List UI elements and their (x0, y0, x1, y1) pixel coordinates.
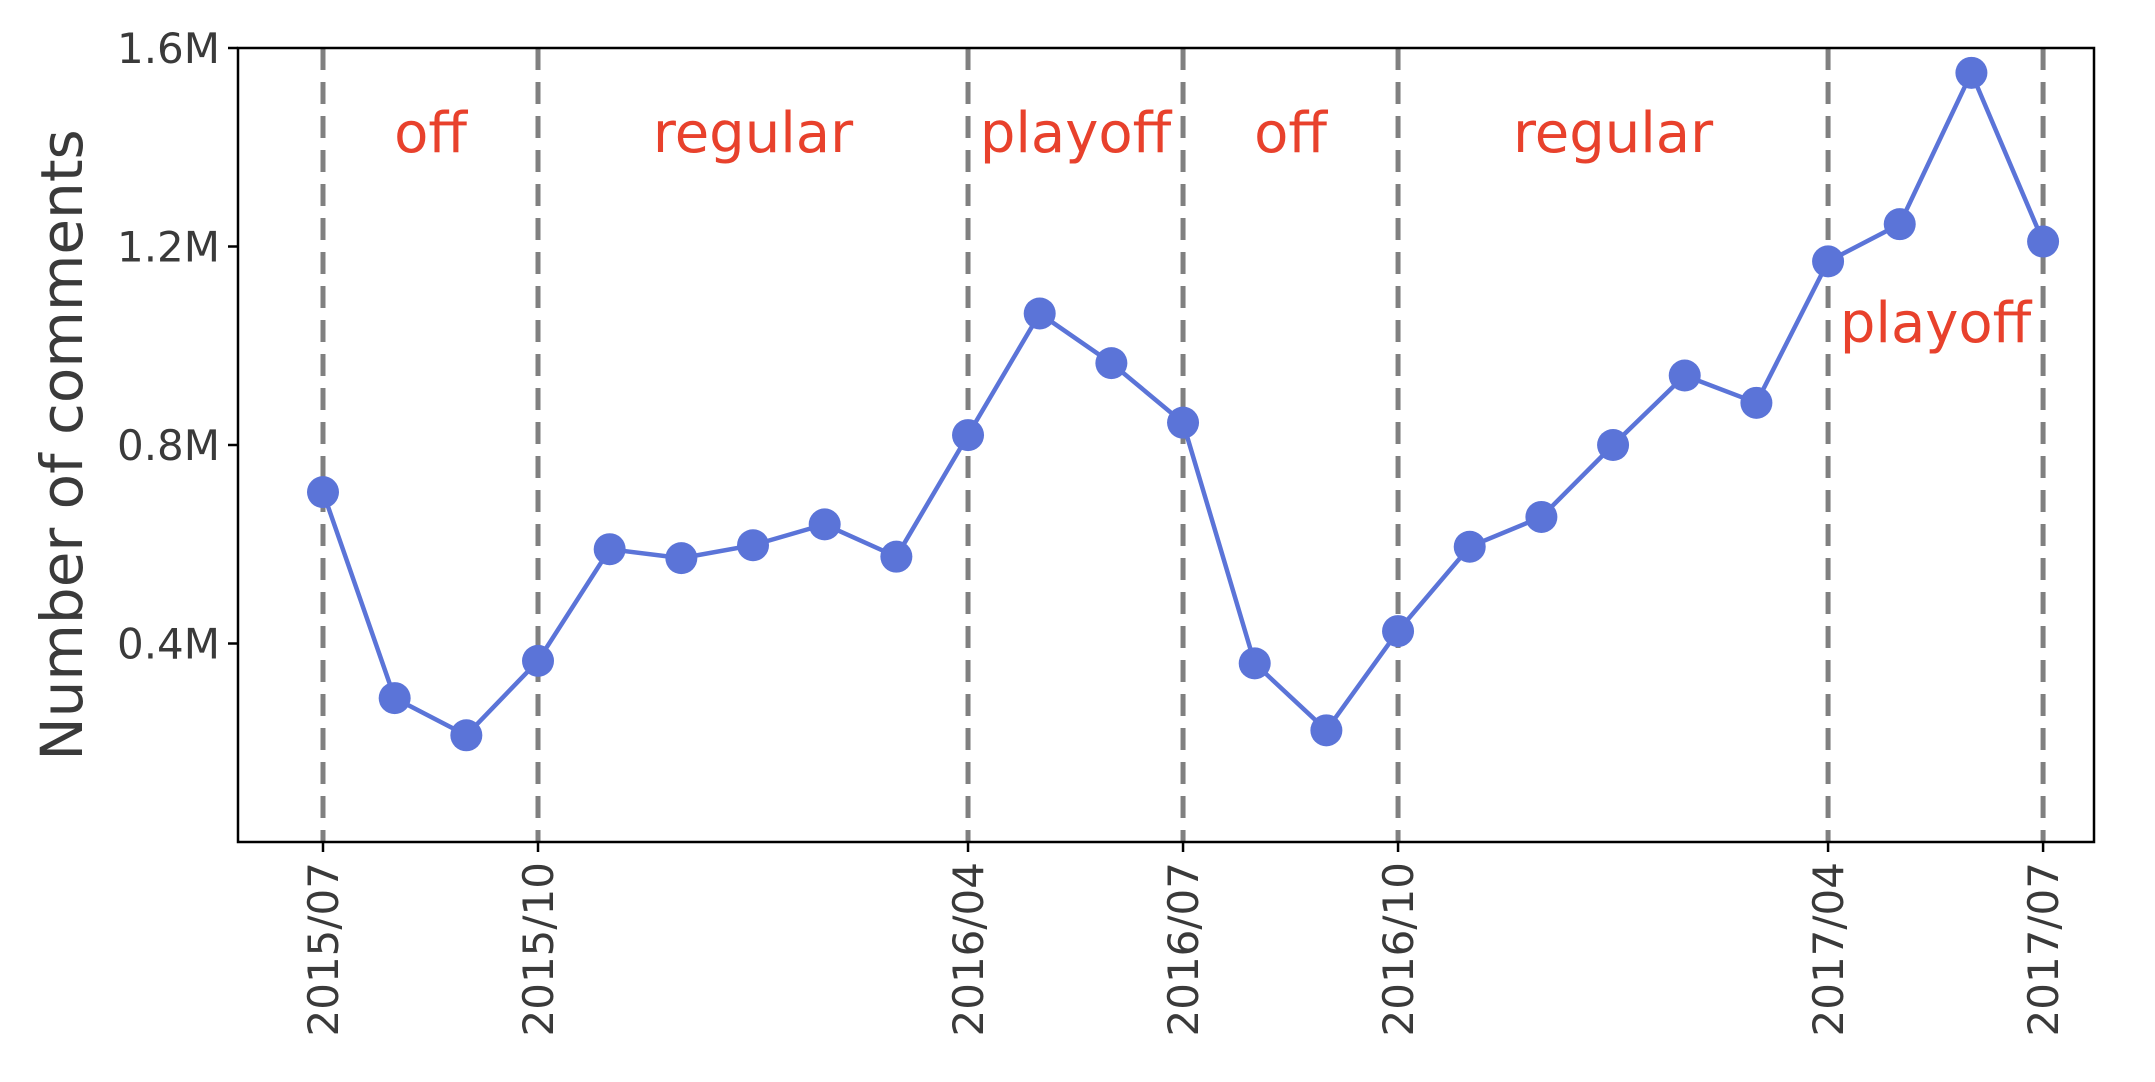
x-tick-label: 2015/10 (514, 862, 563, 1036)
data-point (1453, 530, 1486, 563)
data-point (1812, 245, 1845, 278)
x-tick-label: 2017/07 (2019, 862, 2068, 1036)
data-point (880, 540, 913, 573)
phase-label: regular (653, 101, 854, 166)
data-point (737, 529, 770, 562)
phase-label: off (394, 101, 468, 166)
y-axis-label: Number of comments (28, 129, 96, 761)
data-point (1525, 500, 1558, 533)
data-point (1597, 429, 1630, 461)
phase-label: off (1254, 101, 1328, 166)
data-point (1668, 359, 1701, 392)
data-point (307, 476, 339, 509)
data-point (952, 419, 985, 452)
data-point (1095, 347, 1128, 380)
series-points-group (307, 56, 2060, 752)
data-point (1310, 714, 1343, 747)
plot-frame (236, 46, 2096, 844)
data-point (1740, 386, 1773, 419)
x-tick-label: 2017/04 (1804, 862, 1853, 1036)
x-tick-label: 2016/07 (1159, 862, 1208, 1036)
data-point (593, 533, 626, 566)
data-point (450, 719, 483, 752)
phase-label-group: off regular playoff off regular playoff (394, 101, 2033, 356)
data-point (1023, 297, 1056, 330)
phase-divider-group (320, 48, 2046, 842)
phase-label: playoff (1840, 291, 2033, 356)
phase-label: playoff (980, 101, 1173, 166)
y-tick-label: 1.6M (117, 24, 220, 73)
data-point (2027, 225, 2060, 258)
x-tick-label: 2015/07 (299, 862, 348, 1036)
y-tick-label: 1.2M (117, 223, 220, 272)
y-tick-label: 0.8M (117, 421, 220, 470)
data-point (665, 542, 698, 575)
data-point (378, 682, 411, 715)
data-point (522, 644, 555, 677)
axes-group: 0.4M 0.8M 1.2M 1.6M 2015/07 2015/10 2016/04 201… (28, 24, 2096, 1036)
data-point (808, 508, 841, 541)
x-tick-label: 2016/04 (944, 862, 993, 1036)
phase-label: regular (1513, 101, 1714, 166)
data-point (1883, 208, 1916, 241)
data-point (1167, 406, 1200, 439)
data-point (1238, 647, 1271, 680)
x-tick-label: 2016/10 (1374, 862, 1423, 1036)
data-point (1955, 56, 1988, 89)
data-point (1382, 615, 1415, 648)
y-tick-label: 0.4M (117, 620, 220, 669)
